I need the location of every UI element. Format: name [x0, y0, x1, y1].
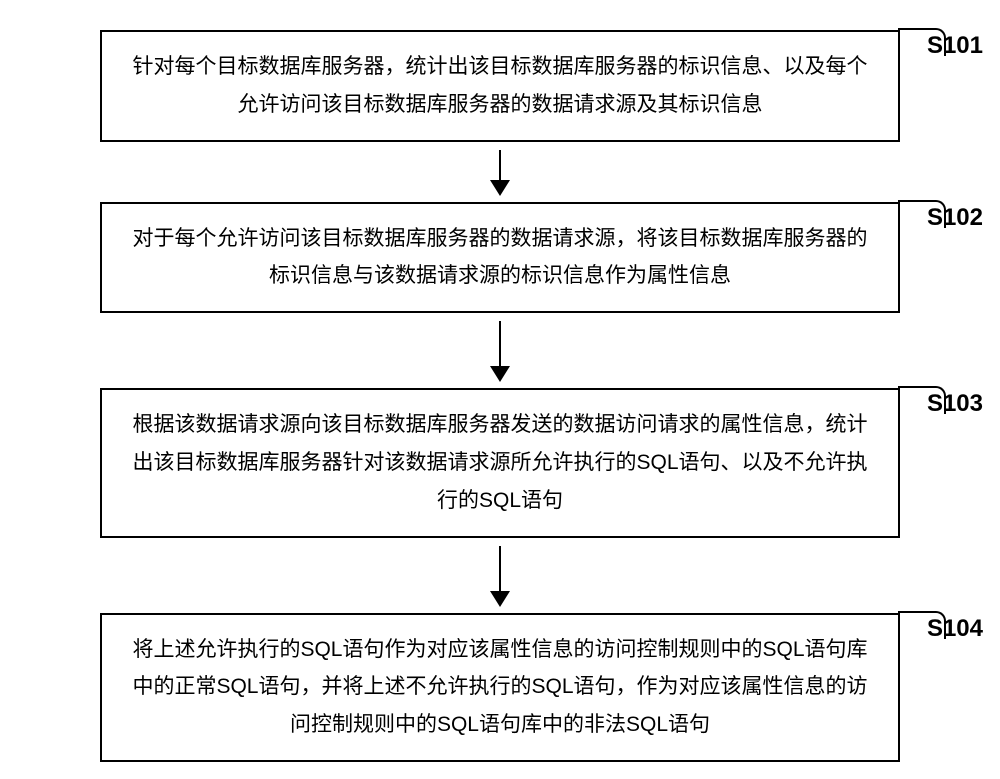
step-label-2: S102	[927, 196, 983, 239]
step-label-4: S104	[927, 607, 983, 650]
arrow-down-icon	[499, 546, 501, 605]
step-label-1: S101	[927, 24, 983, 67]
flowchart-container: S101 针对每个目标数据库服务器，统计出该目标数据库服务器的标识信息、以及每个…	[0, 0, 1000, 779]
step-text-3: 根据该数据请求源向该目标数据库服务器发送的数据访问请求的属性信息，统计出该目标数…	[132, 406, 868, 519]
step-text-2: 对于每个允许访问该目标数据库服务器的数据请求源，将该目标数据库服务器的标识信息与…	[132, 220, 868, 296]
flow-step-2: S102 对于每个允许访问该目标数据库服务器的数据请求源，将该目标数据库服务器的…	[100, 202, 900, 314]
step-text-4: 将上述允许执行的SQL语句作为对应该属性信息的访问控制规则中的SQL语句库中的正…	[132, 631, 868, 744]
flow-step-1: S101 针对每个目标数据库服务器，统计出该目标数据库服务器的标识信息、以及每个…	[100, 30, 900, 142]
arrow-3	[50, 538, 950, 613]
arrow-down-icon	[499, 321, 501, 380]
arrow-down-icon	[499, 150, 501, 194]
step-label-3: S103	[927, 382, 983, 425]
step-text-1: 针对每个目标数据库服务器，统计出该目标数据库服务器的标识信息、以及每个允许访问该…	[132, 48, 868, 124]
arrow-2	[50, 313, 950, 388]
arrow-1	[50, 142, 950, 202]
flow-step-4: S104 将上述允许执行的SQL语句作为对应该属性信息的访问控制规则中的SQL语…	[100, 613, 900, 762]
flow-step-3: S103 根据该数据请求源向该目标数据库服务器发送的数据访问请求的属性信息，统计…	[100, 388, 900, 537]
